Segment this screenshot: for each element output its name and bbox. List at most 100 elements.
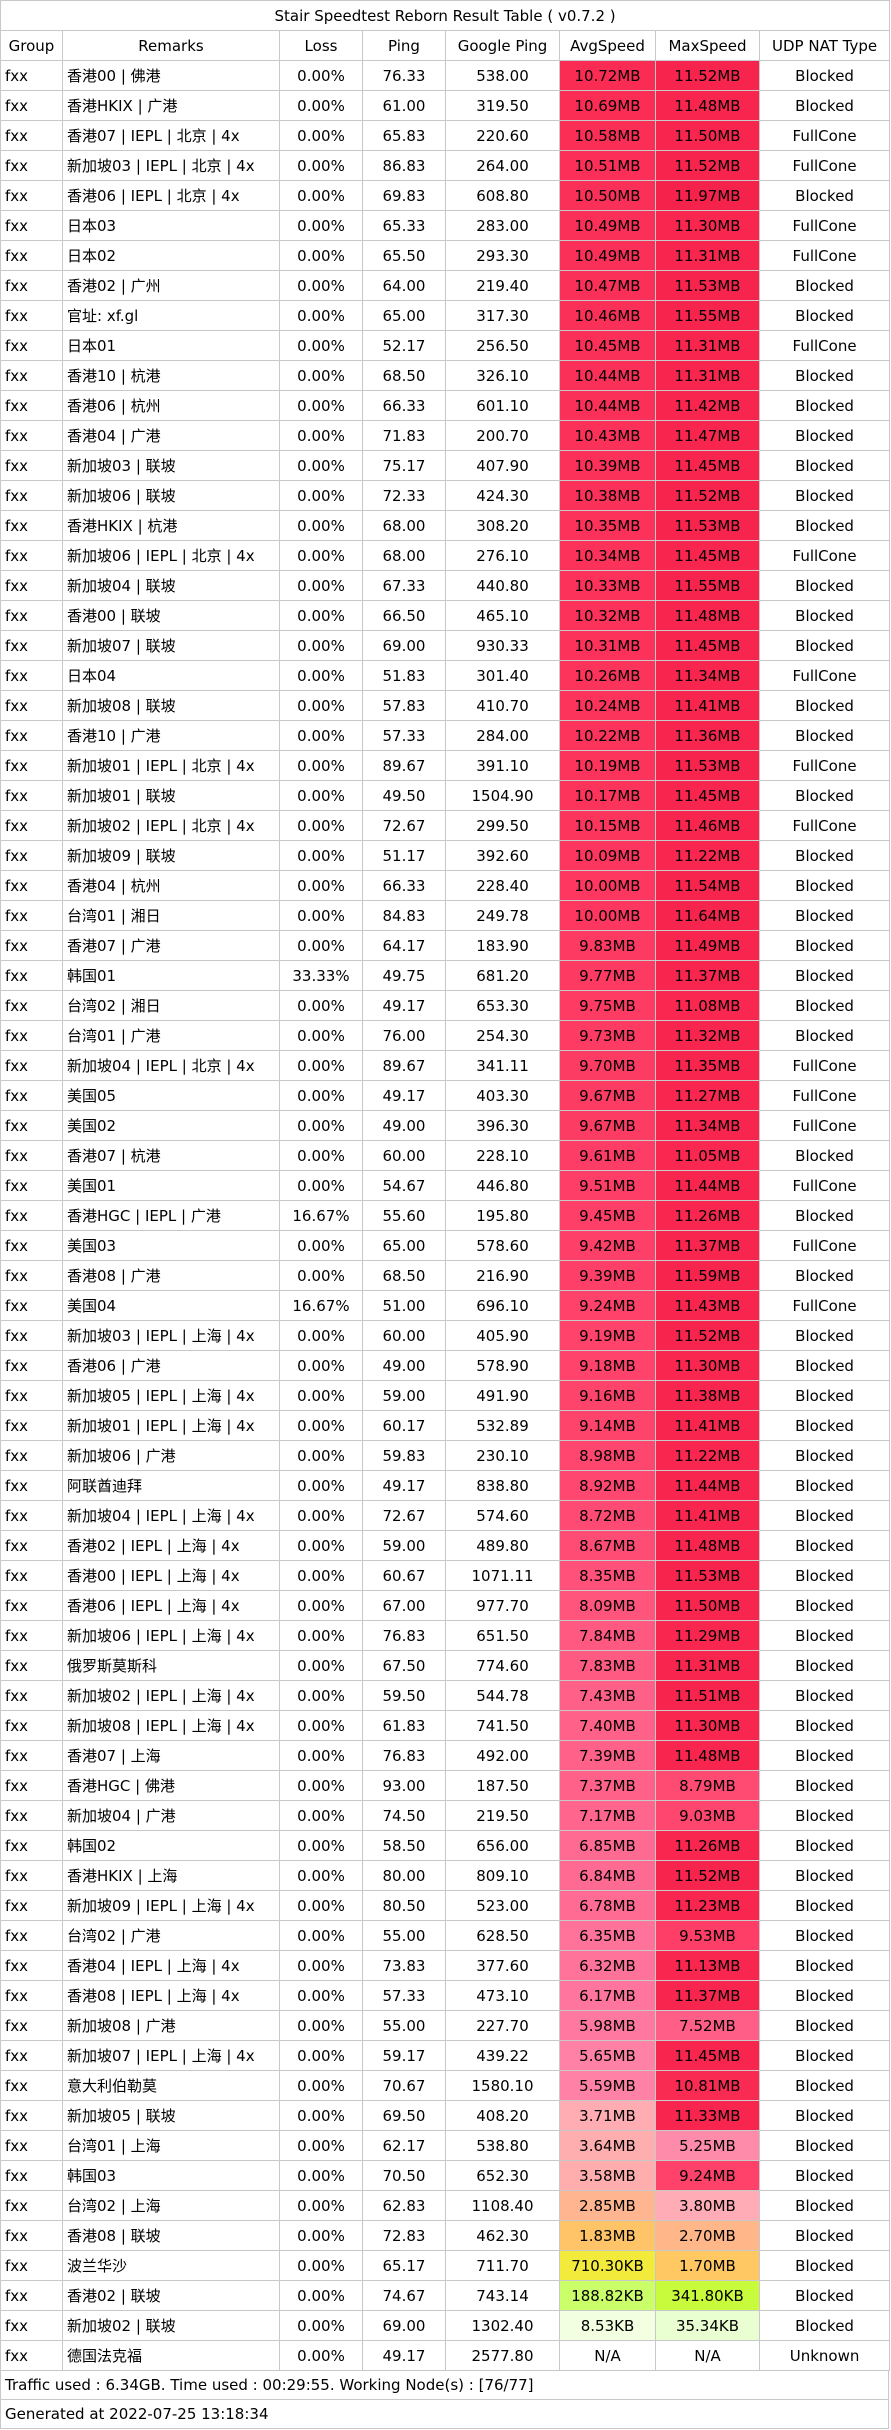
cell-group: fxx xyxy=(0,2220,63,2251)
cell-avg-speed: 9.77MB xyxy=(559,960,656,991)
cell-ping: 49.00 xyxy=(362,1350,446,1381)
cell-udp-nat-type: Blocked xyxy=(758,1710,891,1741)
cell-remarks: 新加坡04 | 广港 xyxy=(62,1800,280,1831)
cell-max-speed: 11.52MB xyxy=(655,1860,760,1891)
cell-udp-nat-type: Blocked xyxy=(758,1440,891,1471)
cell-google-ping: 254.30 xyxy=(445,1020,560,1051)
cell-group: fxx xyxy=(0,1080,63,1111)
cell-ping: 49.75 xyxy=(362,960,446,991)
cell-ping: 55.00 xyxy=(362,2010,446,2041)
cell-remarks: 日本02 xyxy=(62,240,280,271)
cell-loss: 0.00% xyxy=(279,240,363,271)
cell-max-speed: 11.08MB xyxy=(655,990,760,1021)
cell-remarks: 香港00 | 佛港 xyxy=(62,60,280,91)
table-row: fxx 香港06 | IEPL | 北京 | 4x 0.00% 69.83 608.80… xyxy=(0,180,891,211)
cell-group: fxx xyxy=(0,1500,63,1531)
cell-avg-speed: 10.51MB xyxy=(559,150,656,181)
cell-loss: 33.33% xyxy=(279,960,363,991)
cell-google-ping: 743.14 xyxy=(445,2280,560,2311)
cell-group: fxx xyxy=(0,390,63,421)
cell-group: fxx xyxy=(0,120,63,151)
cell-loss: 0.00% xyxy=(279,360,363,391)
cell-loss: 0.00% xyxy=(279,1440,363,1471)
table-row: fxx 香港07 | 杭港 0.00% 60.00 228.10 9.61MB 11.05M… xyxy=(0,1140,891,1171)
cell-google-ping: 741.50 xyxy=(445,1710,560,1741)
table-row: fxx 香港08 | 联坡 0.00% 72.83 462.30 1.83MB 2.70MB… xyxy=(0,2220,891,2251)
cell-avg-speed: 10.45MB xyxy=(559,330,656,361)
cell-google-ping: 301.40 xyxy=(445,660,560,691)
cell-max-speed: 11.53MB xyxy=(655,270,760,301)
cell-ping: 49.17 xyxy=(362,1470,446,1501)
cell-max-speed: 11.48MB xyxy=(655,600,760,631)
cell-loss: 0.00% xyxy=(279,870,363,901)
table-row: fxx 香港HGC | IEPL | 广港 16.67% 55.60 195.80 9.4… xyxy=(0,1200,891,1231)
cell-udp-nat-type: Blocked xyxy=(758,570,891,601)
cell-avg-speed: 8.92MB xyxy=(559,1470,656,1501)
cell-group: fxx xyxy=(0,630,63,661)
cell-udp-nat-type: Blocked xyxy=(758,630,891,661)
cell-group: fxx xyxy=(0,960,63,991)
cell-avg-speed: 9.75MB xyxy=(559,990,656,1021)
table-row: fxx 香港04 | IEPL | 上海 | 4x 0.00% 73.83 377.60… xyxy=(0,1950,891,1981)
cell-max-speed: 11.32MB xyxy=(655,1020,760,1051)
cell-remarks: 台湾01 | 广港 xyxy=(62,1020,280,1051)
cell-udp-nat-type: FullCone xyxy=(758,150,891,181)
cell-ping: 80.00 xyxy=(362,1860,446,1891)
cell-group: fxx xyxy=(0,810,63,841)
cell-udp-nat-type: FullCone xyxy=(758,1230,891,1261)
cell-group: fxx xyxy=(0,1140,63,1171)
cell-loss: 0.00% xyxy=(279,2340,363,2371)
cell-group: fxx xyxy=(0,1830,63,1861)
cell-udp-nat-type: FullCone xyxy=(758,1170,891,1201)
cell-loss: 0.00% xyxy=(279,2280,363,2311)
cell-max-speed: 11.45MB xyxy=(655,630,760,661)
cell-ping: 89.67 xyxy=(362,1050,446,1081)
cell-group: fxx xyxy=(0,2070,63,2101)
cell-udp-nat-type: Blocked xyxy=(758,1590,891,1621)
cell-remarks: 香港06 | 杭州 xyxy=(62,390,280,421)
cell-loss: 0.00% xyxy=(279,1620,363,1651)
cell-group: fxx xyxy=(0,1230,63,1261)
cell-google-ping: 264.00 xyxy=(445,150,560,181)
cell-google-ping: 1302.40 xyxy=(445,2310,560,2341)
cell-max-speed: 11.52MB xyxy=(655,480,760,511)
cell-avg-speed: 7.37MB xyxy=(559,1770,656,1801)
cell-udp-nat-type: Blocked xyxy=(758,1650,891,1681)
header-loss: Loss xyxy=(279,30,363,61)
cell-max-speed: 11.53MB xyxy=(655,1560,760,1591)
cell-remarks: 香港HKIX | 上海 xyxy=(62,1860,280,1891)
cell-google-ping: 578.60 xyxy=(445,1230,560,1261)
cell-ping: 72.33 xyxy=(362,480,446,511)
cell-loss: 16.67% xyxy=(279,1200,363,1231)
table-row: fxx 新加坡04 | IEPL | 北京 | 4x 0.00% 89.67 341.1… xyxy=(0,1050,891,1081)
cell-max-speed: 11.30MB xyxy=(655,1710,760,1741)
cell-group: fxx xyxy=(0,2310,63,2341)
cell-remarks: 新加坡04 | 联坡 xyxy=(62,570,280,601)
cell-max-speed: 11.35MB xyxy=(655,1050,760,1081)
cell-udp-nat-type: Blocked xyxy=(758,1620,891,1651)
cell-ping: 49.17 xyxy=(362,2340,446,2371)
cell-ping: 66.33 xyxy=(362,870,446,901)
cell-group: fxx xyxy=(0,420,63,451)
cell-google-ping: 492.00 xyxy=(445,1740,560,1771)
cell-udp-nat-type: Blocked xyxy=(758,1800,891,1831)
cell-loss: 0.00% xyxy=(279,2250,363,2281)
cell-google-ping: 308.20 xyxy=(445,510,560,541)
cell-udp-nat-type: Blocked xyxy=(758,1320,891,1351)
cell-loss: 0.00% xyxy=(279,1530,363,1561)
table-row: fxx 日本04 0.00% 51.83 301.40 10.26MB 11.34MB Ful… xyxy=(0,660,891,691)
cell-avg-speed: 9.45MB xyxy=(559,1200,656,1231)
cell-group: fxx xyxy=(0,1470,63,1501)
table-row: fxx 意大利伯勒莫 0.00% 70.67 1580.10 5.59MB 10.81MB B… xyxy=(0,2070,891,2101)
cell-remarks: 新加坡02 | IEPL | 北京 | 4x xyxy=(62,810,280,841)
cell-loss: 0.00% xyxy=(279,630,363,661)
cell-remarks: 香港08 | 广港 xyxy=(62,1260,280,1291)
cell-group: fxx xyxy=(0,2010,63,2041)
cell-avg-speed: 10.22MB xyxy=(559,720,656,751)
cell-google-ping: 656.00 xyxy=(445,1830,560,1861)
cell-group: fxx xyxy=(0,1110,63,1141)
cell-udp-nat-type: Blocked xyxy=(758,270,891,301)
cell-udp-nat-type: FullCone xyxy=(758,210,891,241)
cell-remarks: 新加坡08 | 广港 xyxy=(62,2010,280,2041)
cell-group: fxx xyxy=(0,2340,63,2371)
